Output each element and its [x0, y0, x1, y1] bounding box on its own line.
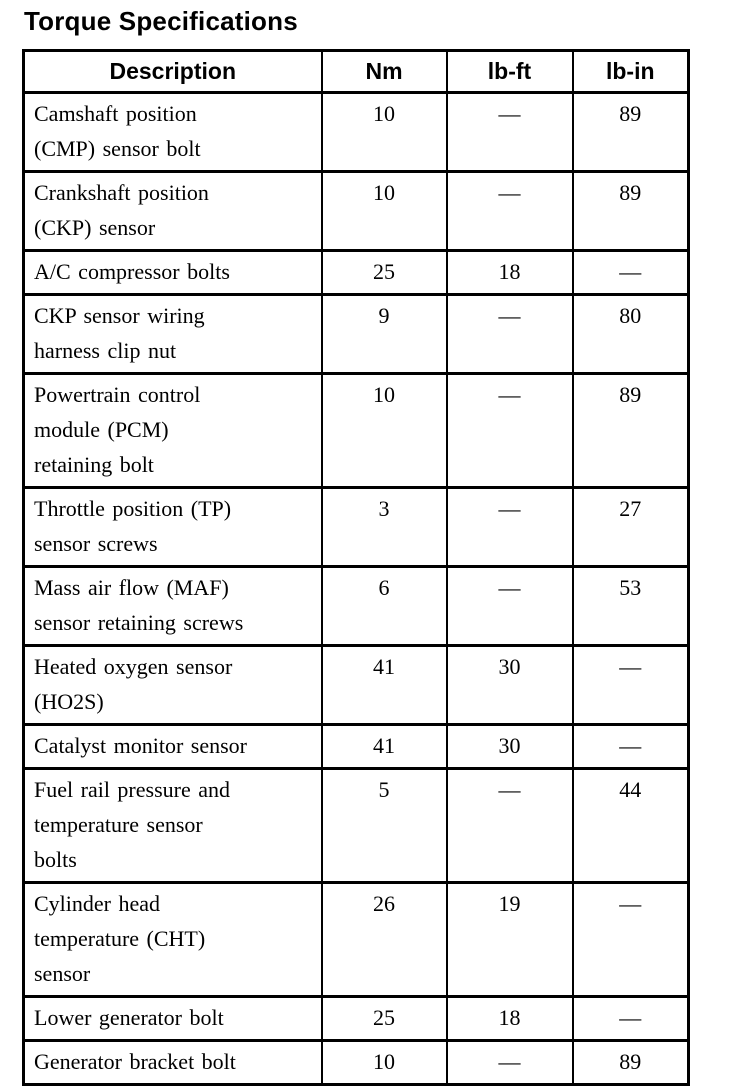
table-row: Cylinder head temperature (CHT) sensor 2…: [22, 881, 690, 998]
lb-in-value-cell: 80: [571, 293, 690, 375]
lb-ft-value-cell: 18: [445, 249, 574, 296]
document-page: Torque Specifications Description Nm lb-…: [22, 6, 690, 1086]
lb-ft-value-cell: —: [445, 372, 574, 489]
lb-in-value-cell: 89: [571, 91, 690, 173]
description-cell: Heated oxygen sensor (HO2S): [22, 644, 323, 726]
nm-value-cell: 9: [320, 293, 448, 375]
lb-ft-value-cell: —: [445, 486, 574, 568]
nm-value-cell: 10: [320, 91, 448, 173]
lb-in-value-cell: —: [571, 723, 690, 770]
table-row: Generator bracket bolt 10 — 89: [22, 1039, 690, 1086]
table-row: A/C compressor bolts 25 18 —: [22, 249, 690, 296]
description-cell: CKP sensor wiring harness clip nut: [22, 293, 323, 375]
table-row: Heated oxygen sensor (HO2S) 41 30 —: [22, 644, 690, 726]
description-cell: Throttle position (TP) sensor screws: [22, 486, 323, 568]
description-cell: Catalyst monitor sensor: [22, 723, 323, 770]
nm-value-cell: 26: [320, 881, 448, 998]
column-header-lb-in: lb-in: [571, 49, 690, 94]
column-header-lb-ft: lb-ft: [445, 49, 574, 94]
table-row: Lower generator bolt 25 18 —: [22, 995, 690, 1042]
lb-ft-value-cell: 19: [445, 881, 574, 998]
table-row: Camshaft position (CMP) sensor bolt 10 —…: [22, 91, 690, 173]
description-cell: Powertrain control module (PCM) retainin…: [22, 372, 323, 489]
nm-value-cell: 41: [320, 644, 448, 726]
lb-ft-value-cell: 18: [445, 995, 574, 1042]
table-body: Camshaft position (CMP) sensor bolt 10 —…: [22, 91, 690, 1086]
table-row: Throttle position (TP) sensor screws 3 —…: [22, 486, 690, 568]
lb-ft-value-cell: —: [445, 170, 574, 252]
lb-in-value-cell: 53: [571, 565, 690, 647]
nm-value-cell: 10: [320, 1039, 448, 1086]
description-cell: Lower generator bolt: [22, 995, 323, 1042]
table-row: Powertrain control module (PCM) retainin…: [22, 372, 690, 489]
page-title: Torque Specifications: [24, 6, 298, 36]
lb-in-value-cell: 44: [571, 767, 690, 884]
lb-in-value-cell: —: [571, 644, 690, 726]
header-row: Description Nm lb-ft lb-in: [22, 49, 690, 94]
lb-in-value-cell: —: [571, 995, 690, 1042]
lb-ft-value-cell: 30: [445, 723, 574, 770]
lb-in-value-cell: —: [571, 249, 690, 296]
nm-value-cell: 25: [320, 249, 448, 296]
table-row: Mass air flow (MAF) sensor retaining scr…: [22, 565, 690, 647]
column-header-nm: Nm: [320, 49, 448, 94]
lb-in-value-cell: 89: [571, 170, 690, 252]
lb-ft-value-cell: 30: [445, 644, 574, 726]
description-cell: Crankshaft position (CKP) sensor: [22, 170, 323, 252]
description-cell: Generator bracket bolt: [22, 1039, 323, 1086]
nm-value-cell: 10: [320, 372, 448, 489]
description-cell: Cylinder head temperature (CHT) sensor: [22, 881, 323, 998]
nm-value-cell: 6: [320, 565, 448, 647]
lb-ft-value-cell: —: [445, 91, 574, 173]
table-row: Crankshaft position (CKP) sensor 10 — 89: [22, 170, 690, 252]
lb-ft-value-cell: —: [445, 1039, 574, 1086]
lb-ft-value-cell: —: [445, 767, 574, 884]
description-cell: Mass air flow (MAF) sensor retaining scr…: [22, 565, 323, 647]
nm-value-cell: 41: [320, 723, 448, 770]
description-cell: Fuel rail pressure and temperature senso…: [22, 767, 323, 884]
torque-specifications-table: Description Nm lb-ft lb-in Camshaft posi…: [22, 49, 690, 1086]
description-cell: Camshaft position (CMP) sensor bolt: [22, 91, 323, 173]
table-row: Catalyst monitor sensor 41 30 —: [22, 723, 690, 770]
lb-ft-value-cell: —: [445, 565, 574, 647]
nm-value-cell: 3: [320, 486, 448, 568]
lb-ft-value-cell: —: [445, 293, 574, 375]
lb-in-value-cell: 89: [571, 1039, 690, 1086]
column-header-description: Description: [22, 49, 323, 94]
nm-value-cell: 5: [320, 767, 448, 884]
nm-value-cell: 10: [320, 170, 448, 252]
table-row: Fuel rail pressure and temperature senso…: [22, 767, 690, 884]
lb-in-value-cell: —: [571, 881, 690, 998]
description-cell: A/C compressor bolts: [22, 249, 323, 296]
table-row: CKP sensor wiring harness clip nut 9 — 8…: [22, 293, 690, 375]
lb-in-value-cell: 89: [571, 372, 690, 489]
lb-in-value-cell: 27: [571, 486, 690, 568]
table-header: Description Nm lb-ft lb-in: [22, 49, 690, 94]
nm-value-cell: 25: [320, 995, 448, 1042]
